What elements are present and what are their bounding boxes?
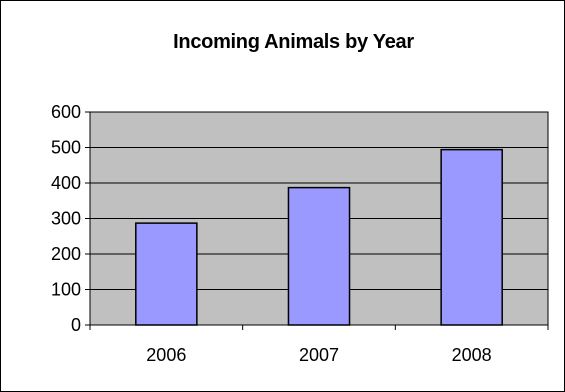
bar-2007 <box>288 188 349 325</box>
x-tick-label-2008: 2008 <box>452 345 492 365</box>
y-tick-label-300: 300 <box>51 209 81 229</box>
y-tick-label-600: 600 <box>51 102 81 122</box>
bar-2006 <box>136 223 197 325</box>
y-tick-label-500: 500 <box>51 138 81 158</box>
y-tick-label-0: 0 <box>71 315 81 335</box>
bar-2008 <box>441 150 502 325</box>
y-tick-label-400: 400 <box>51 173 81 193</box>
x-tick-label-2007: 2007 <box>299 345 339 365</box>
y-tick-label-100: 100 <box>51 280 81 300</box>
x-tick-label-2006: 2006 <box>146 345 186 365</box>
y-tick-label-200: 200 <box>51 244 81 264</box>
